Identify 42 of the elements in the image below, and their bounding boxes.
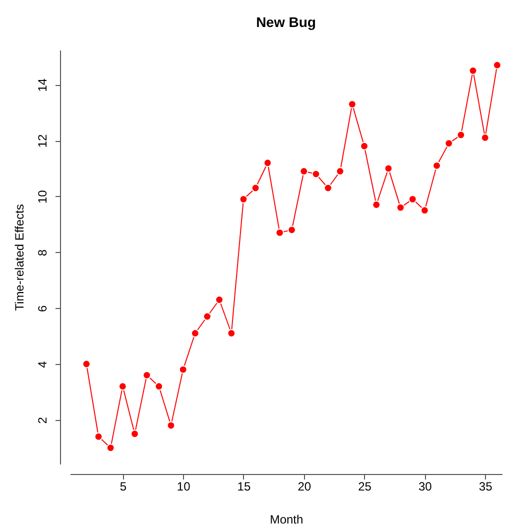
point	[444, 139, 454, 148]
point	[372, 200, 381, 209]
x-tick-label: 10	[176, 480, 191, 494]
point	[396, 203, 405, 212]
x-tick-label: 5	[120, 480, 127, 494]
point	[276, 228, 284, 237]
point	[324, 184, 332, 192]
point	[300, 167, 308, 176]
point	[166, 421, 176, 430]
x-axis-title: Month	[270, 512, 304, 526]
point	[384, 164, 393, 173]
y-tick-label: 8	[36, 249, 50, 256]
point	[432, 161, 441, 170]
point	[190, 329, 200, 338]
point	[154, 382, 164, 391]
y-tick-label: 14	[36, 78, 50, 92]
y-axis-title: Time-related Effects	[12, 204, 26, 311]
point	[480, 134, 490, 142]
y-tick-label: 12	[36, 134, 50, 148]
point	[456, 130, 466, 140]
y-tick-label: 2	[36, 416, 50, 424]
x-tick-label: 15	[237, 480, 251, 494]
point	[251, 184, 260, 192]
y-tick-label: 10	[36, 190, 50, 204]
y-tick-label: 4	[36, 360, 50, 368]
x-tick-label: 25	[358, 480, 372, 494]
x-tick-label: 20	[298, 480, 312, 494]
x-tick-label: 30	[418, 480, 432, 494]
point	[336, 167, 344, 176]
point	[227, 329, 236, 338]
point	[203, 312, 212, 321]
point	[263, 158, 272, 168]
point	[94, 432, 103, 441]
chart-title: New Bug	[256, 14, 316, 30]
point	[360, 142, 368, 150]
point	[178, 365, 188, 374]
x-tick-label: 35	[478, 480, 493, 494]
point	[106, 444, 115, 452]
point	[492, 60, 502, 70]
y-tick-label: 6	[36, 304, 50, 312]
point	[82, 360, 91, 368]
point	[312, 170, 320, 178]
